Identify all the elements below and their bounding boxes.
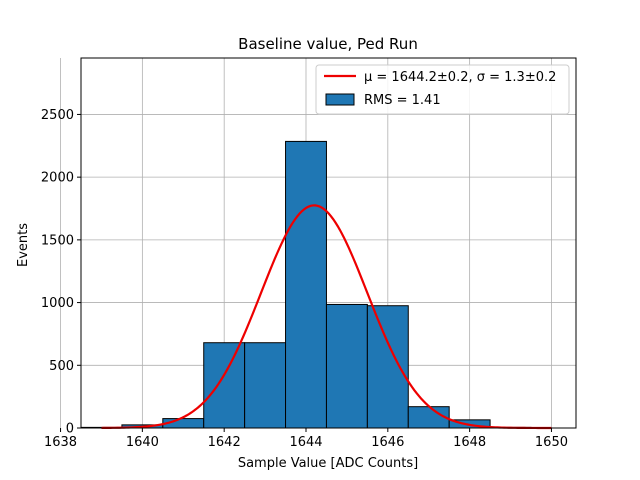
fit-curve <box>101 204 552 430</box>
y-axis-label: Events <box>16 223 31 267</box>
legend-box <box>315 64 570 115</box>
x-tick-label: 1638 <box>44 435 77 450</box>
histogram-bar <box>366 305 409 429</box>
histogram-bar <box>325 303 368 429</box>
histogram-bars <box>80 140 532 429</box>
x-tick-label: 1644 <box>289 435 322 450</box>
histogram-bar <box>244 342 287 429</box>
legend: μ = 1644.2±0.2, σ = 1.3±0.2 RMS = 1.41 <box>315 64 570 115</box>
y-tick-label: 2500 <box>41 108 74 123</box>
x-axis-ticks: 1638 1640 1642 1644 1646 1648 1650 <box>44 428 568 450</box>
plot-frame <box>80 57 577 429</box>
x-axis-label: Sample Value [ADC Counts] <box>238 456 418 471</box>
chart-title: Baseline value, Ped Run <box>238 35 418 53</box>
y-tick-label: 2000 <box>41 171 74 186</box>
x-tick-label: 1650 <box>535 435 568 450</box>
y-tick-label: 1500 <box>41 233 74 248</box>
y-tick-label: 1000 <box>41 296 74 311</box>
y-axis-ticks: 0 500 1000 1500 2000 2500 <box>41 108 81 437</box>
legend-fit-label: μ = 1644.2±0.2, σ = 1.3±0.2 <box>364 70 556 85</box>
x-tick-label: 1640 <box>126 435 159 450</box>
y-tick-label: 0 <box>66 422 74 437</box>
legend-histogram-swatch <box>325 93 355 106</box>
x-tick-label: 1642 <box>208 435 241 450</box>
legend-histogram-label: RMS = 1.41 <box>364 93 441 108</box>
histogram-bar <box>285 140 327 429</box>
y-tick-label: 500 <box>49 359 74 374</box>
histogram-bar <box>203 342 246 429</box>
x-tick-label: 1648 <box>453 435 486 450</box>
x-tick-label: 1646 <box>371 435 404 450</box>
